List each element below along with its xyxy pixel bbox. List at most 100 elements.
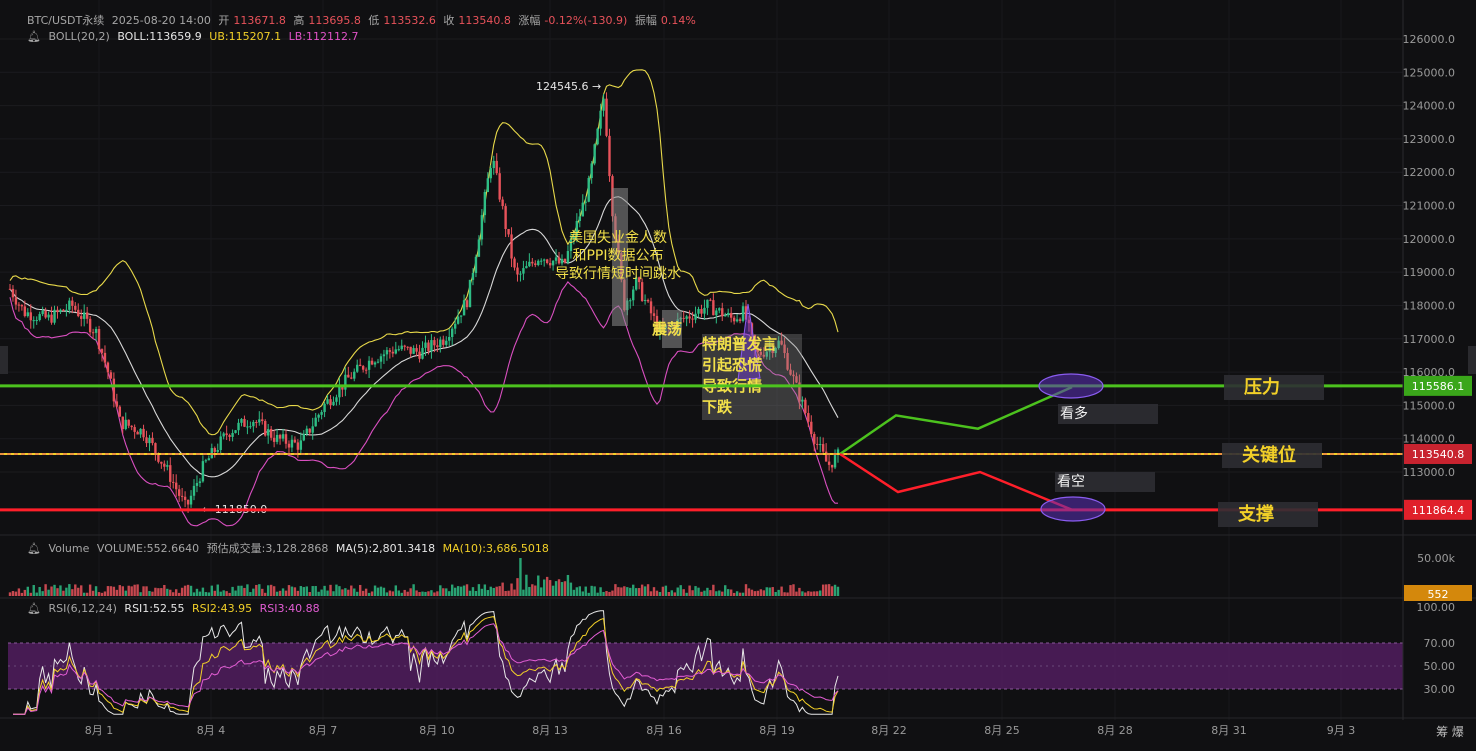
volume-bar xyxy=(691,590,694,596)
candle-body xyxy=(35,319,38,321)
volume-bar xyxy=(611,590,614,596)
volume-bar xyxy=(136,584,139,596)
volume-bar xyxy=(724,585,727,596)
candle-body xyxy=(492,160,495,169)
volume-bar xyxy=(459,586,463,596)
volume-bar xyxy=(655,590,659,596)
volume-bar xyxy=(827,584,831,596)
candle-body xyxy=(124,419,127,430)
price-tick-label: 113000.0 xyxy=(1403,466,1456,479)
volume-bar xyxy=(314,586,317,596)
volume-bar xyxy=(780,586,783,596)
candle-body xyxy=(77,309,80,317)
candle-body xyxy=(753,334,757,350)
volume-bar xyxy=(195,588,199,596)
candle-body xyxy=(17,304,21,306)
volume-bar xyxy=(85,592,89,596)
candle-body xyxy=(569,239,573,252)
volume-bar xyxy=(718,590,721,596)
volume-bar xyxy=(127,585,130,596)
volume-bar xyxy=(483,584,487,596)
candle-body xyxy=(685,316,688,319)
volume-bar xyxy=(356,591,359,596)
volume-bar xyxy=(807,591,810,596)
volume-bar xyxy=(121,586,124,596)
volume-bar xyxy=(258,584,261,596)
bell-icon[interactable]: 🔔︎ xyxy=(27,542,41,555)
volume-bar xyxy=(400,592,403,596)
candle-body xyxy=(824,451,828,462)
volume-bar xyxy=(216,584,219,596)
candle-body xyxy=(249,426,252,428)
rsi-tick-label: 50.00 xyxy=(1424,660,1456,673)
candle-body xyxy=(801,399,804,402)
candle-body xyxy=(177,489,181,496)
candle-body xyxy=(198,481,202,484)
candle-body xyxy=(246,426,249,428)
date-tick-label: 8月 28 xyxy=(1097,724,1133,737)
volume-bar xyxy=(8,592,12,596)
candle-body xyxy=(160,461,163,464)
level-label-box xyxy=(1224,375,1324,400)
candle-body xyxy=(172,481,175,483)
volume-bar xyxy=(649,591,653,596)
bell-icon[interactable]: 🔔︎ xyxy=(27,30,41,43)
candle-body xyxy=(700,309,703,314)
volume-bar xyxy=(786,592,789,596)
candle-body xyxy=(528,261,531,267)
candle-body xyxy=(724,315,727,317)
volume-bar xyxy=(88,584,92,596)
candle-body xyxy=(145,437,148,444)
candle-body xyxy=(278,434,282,439)
candle-body xyxy=(706,299,709,308)
candle-body xyxy=(255,422,258,424)
volume-bar xyxy=(133,584,136,596)
volume-bar xyxy=(391,591,395,596)
volume-bar xyxy=(525,574,528,596)
scale-toggle: 筹 爆 xyxy=(1436,725,1464,739)
volume-bar xyxy=(548,580,552,596)
annotation-text: 导致行情短时间跳水 xyxy=(555,266,681,282)
candle-body xyxy=(599,110,602,129)
volume-bar xyxy=(632,584,635,596)
candle-body xyxy=(554,257,558,261)
candle-body xyxy=(272,437,276,442)
volume-bar xyxy=(661,586,665,596)
volume-bar xyxy=(821,584,825,596)
candle-body xyxy=(483,192,487,216)
candle-body xyxy=(23,306,27,317)
volume-bar xyxy=(448,591,451,596)
candle-body xyxy=(744,306,748,320)
candle-body xyxy=(560,258,564,264)
left-collapse-tab[interactable] xyxy=(0,346,8,374)
volume-bar xyxy=(762,590,766,596)
volume-bar xyxy=(519,558,522,596)
volume-bar xyxy=(308,592,311,596)
candle-body xyxy=(94,329,98,333)
volume-bar xyxy=(189,585,193,596)
candle-body xyxy=(522,268,525,274)
candle-body xyxy=(237,422,240,431)
volume-bar xyxy=(385,592,389,596)
volume-bar xyxy=(130,586,133,596)
boll-lower-band xyxy=(9,281,838,527)
annotation-text: 美国失业金人数 xyxy=(569,230,667,246)
bell-icon[interactable]: 🔔︎ xyxy=(27,602,41,615)
volume-bar xyxy=(323,585,326,596)
volume-bar xyxy=(513,589,516,596)
volume-bar xyxy=(765,587,768,596)
candle-body xyxy=(261,419,264,422)
candle-body xyxy=(545,259,549,264)
volume-name: Volume xyxy=(48,542,90,555)
candle-body xyxy=(127,419,130,426)
volume-bar xyxy=(409,588,412,596)
candle-body xyxy=(50,314,53,323)
volume-bar xyxy=(726,589,730,596)
price-tick-label: 120000.0 xyxy=(1403,233,1456,246)
right-collapse-tab[interactable] xyxy=(1468,346,1476,374)
volume-bar xyxy=(154,587,157,596)
candle-body xyxy=(204,460,208,462)
candle-body xyxy=(459,315,463,317)
